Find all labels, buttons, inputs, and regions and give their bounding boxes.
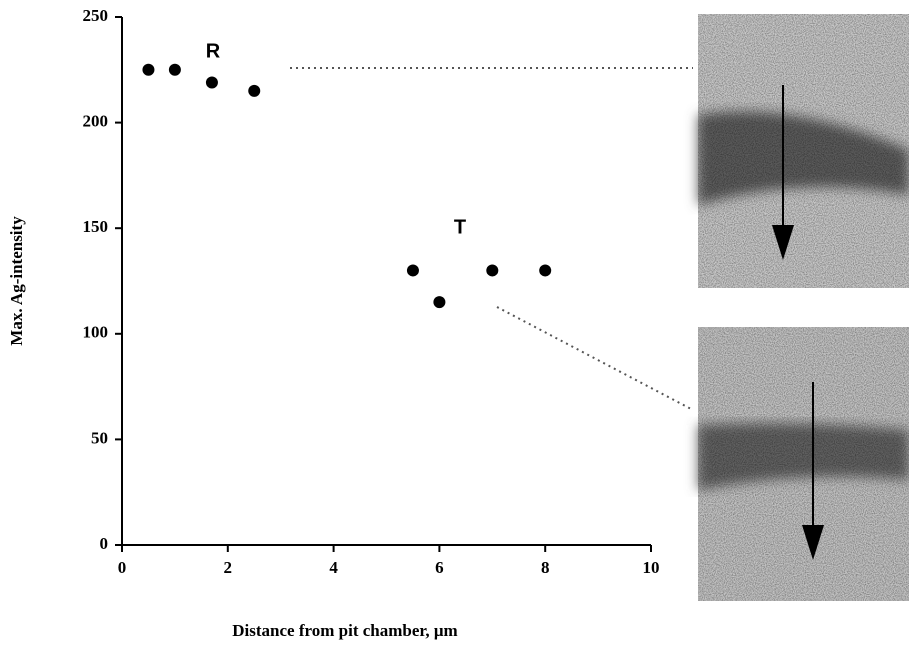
x-tick-label: 0 xyxy=(118,558,127,577)
point xyxy=(205,76,218,89)
y-tick-label: 100 xyxy=(83,323,109,342)
y-tick-label: 0 xyxy=(100,534,109,553)
annotation: R xyxy=(206,40,221,62)
micrograph-bottom xyxy=(698,327,909,601)
y-axis-label: Max. Ag-intensity xyxy=(7,216,26,346)
point xyxy=(142,63,155,76)
annotation: T xyxy=(454,216,466,238)
point xyxy=(486,264,499,277)
y-tick-label: 200 xyxy=(83,112,109,131)
micrograph-top xyxy=(698,14,909,288)
x-tick-label: 2 xyxy=(224,558,233,577)
point xyxy=(248,84,261,97)
connector xyxy=(496,306,694,411)
y-tick-label: 150 xyxy=(83,217,109,236)
point xyxy=(539,264,552,277)
point xyxy=(433,296,446,309)
x-tick-label: 4 xyxy=(329,558,338,577)
x-tick-label: 6 xyxy=(435,558,444,577)
point xyxy=(406,264,419,277)
point xyxy=(168,63,181,76)
y-tick-label: 50 xyxy=(91,428,108,447)
x-tick-label: 8 xyxy=(541,558,550,577)
y-tick-label: 250 xyxy=(83,6,109,25)
x-tick-label: 10 xyxy=(643,558,660,577)
x-axis-label: Distance from pit chamber, μm xyxy=(232,621,457,640)
